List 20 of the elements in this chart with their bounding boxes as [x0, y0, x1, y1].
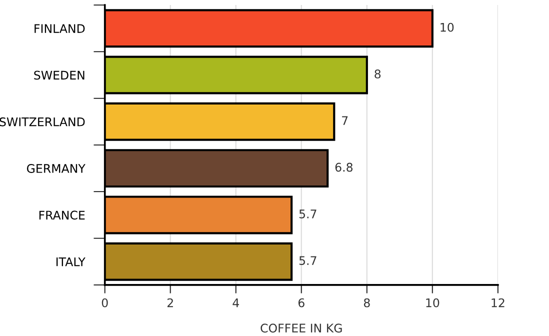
x-tick-label: 8 — [364, 298, 370, 308]
y-tick-label: GERMANY — [26, 164, 86, 173]
x-tick-label: 0 — [102, 298, 108, 308]
data-label: 5.7 — [299, 210, 316, 218]
y-tick-label: FRANCE — [39, 210, 85, 220]
x-tick-label: 12 — [492, 298, 504, 308]
x-tick-label: 2 — [167, 298, 173, 308]
y-tick-label: FINLAND — [34, 24, 85, 33]
data-label: 10 — [440, 22, 454, 32]
data-label: 7 — [342, 116, 348, 125]
x-tick-label: 4 — [232, 298, 239, 308]
data-label: 5.7 — [299, 256, 316, 266]
x-tick-label: 10 — [426, 298, 440, 308]
x-tick-label: 6 — [298, 298, 304, 308]
y-tick-label: SWEDEN — [34, 70, 84, 80]
y-tick-label: SWITZERLAND — [0, 117, 85, 126]
x-axis-title: COFFEE IN KG — [260, 324, 342, 333]
y-tick-label: ITALY — [56, 257, 86, 266]
data-label: 6.8 — [335, 162, 353, 172]
data-label: 8 — [374, 70, 381, 78]
